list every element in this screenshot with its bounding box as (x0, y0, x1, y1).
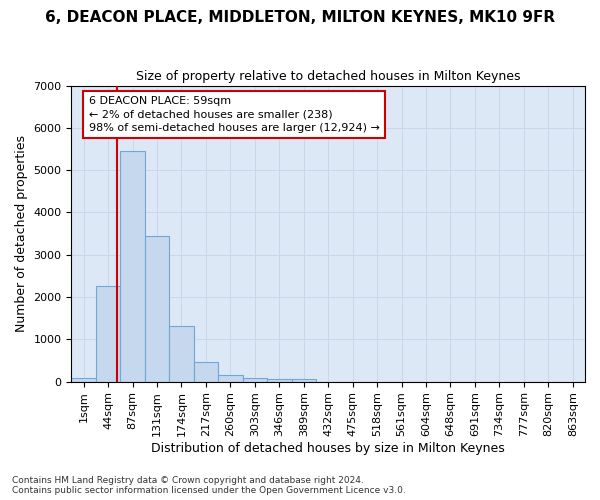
Bar (169, 326, 194, 382)
Bar (292, 380, 316, 382)
Text: 6 DEACON PLACE: 59sqm
← 2% of detached houses are smaller (238)
98% of semi-deta: 6 DEACON PLACE: 59sqm ← 2% of detached h… (89, 96, 379, 132)
Bar (218, 374, 242, 382)
Bar (121, 150, 145, 382)
Bar (267, 380, 292, 382)
Bar (194, 362, 218, 382)
Text: Contains HM Land Registry data © Crown copyright and database right 2024.
Contai: Contains HM Land Registry data © Crown c… (12, 476, 406, 495)
Title: Size of property relative to detached houses in Milton Keynes: Size of property relative to detached ho… (136, 70, 520, 83)
Text: 6, DEACON PLACE, MIDDLETON, MILTON KEYNES, MK10 9FR: 6, DEACON PLACE, MIDDLETON, MILTON KEYNE… (45, 10, 555, 25)
Bar (96, 286, 121, 382)
X-axis label: Distribution of detached houses by size in Milton Keynes: Distribution of detached houses by size … (151, 442, 505, 455)
Bar (242, 378, 267, 382)
Y-axis label: Number of detached properties: Number of detached properties (15, 135, 28, 332)
Bar (71, 378, 96, 382)
Bar (145, 236, 169, 382)
